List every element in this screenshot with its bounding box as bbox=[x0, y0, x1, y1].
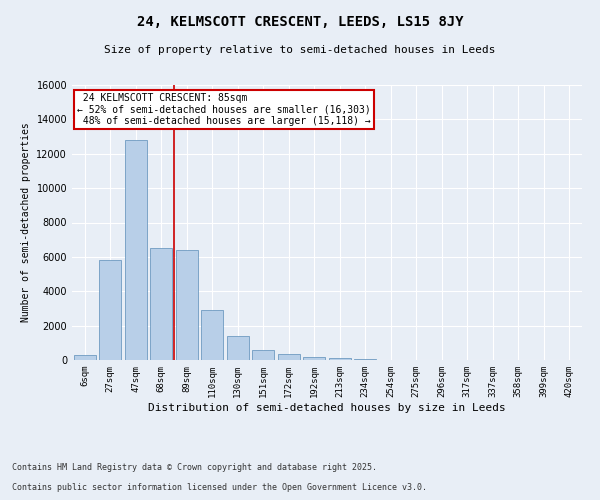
Bar bbox=[304, 356, 325, 360]
Bar bbox=[176, 250, 197, 360]
Bar bbox=[74, 355, 95, 360]
Text: Contains public sector information licensed under the Open Government Licence v3: Contains public sector information licen… bbox=[12, 484, 427, 492]
Text: 24 KELMSCOTT CRESCENT: 85sqm
← 52% of semi-detached houses are smaller (16,303)
: 24 KELMSCOTT CRESCENT: 85sqm ← 52% of se… bbox=[77, 93, 371, 126]
Y-axis label: Number of semi-detached properties: Number of semi-detached properties bbox=[21, 122, 31, 322]
Text: 24, KELMSCOTT CRESCENT, LEEDS, LS15 8JY: 24, KELMSCOTT CRESCENT, LEEDS, LS15 8JY bbox=[137, 15, 463, 29]
Text: Size of property relative to semi-detached houses in Leeds: Size of property relative to semi-detach… bbox=[104, 45, 496, 55]
Text: Contains HM Land Registry data © Crown copyright and database right 2025.: Contains HM Land Registry data © Crown c… bbox=[12, 464, 377, 472]
Bar bbox=[253, 350, 274, 360]
Bar bbox=[278, 354, 299, 360]
Bar bbox=[151, 248, 172, 360]
Bar bbox=[202, 310, 223, 360]
Bar bbox=[125, 140, 146, 360]
Bar bbox=[100, 260, 121, 360]
Bar bbox=[329, 358, 350, 360]
X-axis label: Distribution of semi-detached houses by size in Leeds: Distribution of semi-detached houses by … bbox=[148, 402, 506, 412]
Bar bbox=[227, 336, 248, 360]
